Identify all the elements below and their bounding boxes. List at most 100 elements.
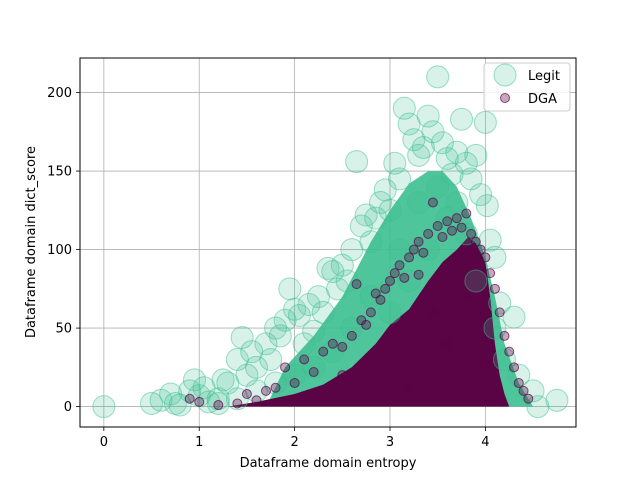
legit-point <box>475 194 499 218</box>
legit-point <box>326 277 350 301</box>
dga-point <box>375 294 386 305</box>
dga-point <box>456 222 467 233</box>
legit-point <box>545 388 569 412</box>
dga-point <box>194 396 205 407</box>
y-tick-label: 0 <box>64 400 72 415</box>
dga-point <box>442 338 453 349</box>
legit-point <box>483 245 507 269</box>
y-axis-label: Dataframe domain dict_score <box>24 146 39 338</box>
dga-point <box>361 319 372 330</box>
dga-point <box>318 346 329 357</box>
dga-point <box>241 389 252 400</box>
dga-point <box>399 272 410 283</box>
dga-point <box>299 354 310 365</box>
legit-point <box>140 391 164 415</box>
y-tick-label: 50 <box>55 322 72 337</box>
dga-point <box>442 216 453 227</box>
dga-point <box>509 362 519 373</box>
dga-point <box>327 338 338 349</box>
dga-point <box>280 362 291 373</box>
legit-point <box>469 183 493 207</box>
dga-point <box>423 228 434 239</box>
legit-point <box>416 104 440 128</box>
legit-point <box>230 325 254 349</box>
legit-point <box>521 379 545 403</box>
legend-label-legit: Legit <box>528 69 560 84</box>
dga-point <box>232 398 243 409</box>
x-tick-label: 4 <box>481 435 489 450</box>
density-regions <box>227 171 534 407</box>
dga-point <box>337 370 348 381</box>
dga-point <box>427 197 438 208</box>
dga-point <box>485 268 496 279</box>
legend-label-dga: DGA <box>528 92 557 107</box>
x-tick-label: 0 <box>100 435 108 450</box>
dga-point <box>365 307 376 318</box>
dga-point <box>289 378 300 389</box>
dga-point <box>494 307 505 318</box>
legit-point <box>297 293 321 317</box>
legit-point <box>407 190 431 214</box>
legit-point <box>92 395 116 419</box>
legit-point <box>383 151 407 175</box>
dga-point <box>404 252 415 263</box>
dga-point <box>270 382 281 393</box>
dga-point <box>489 283 500 294</box>
x-axis-label: Dataframe domain entropy <box>240 456 417 471</box>
legit-point <box>454 151 478 175</box>
dga-point <box>461 208 472 219</box>
legit-point <box>283 297 307 321</box>
legit-point <box>302 319 326 343</box>
x-tick-label: 1 <box>195 435 203 450</box>
legit-point <box>392 96 416 120</box>
dga-point <box>475 244 486 255</box>
legit-point <box>473 110 497 134</box>
x-tick-label: 2 <box>290 435 298 450</box>
legit-point <box>502 305 526 329</box>
legit-point <box>259 347 283 371</box>
legit-point <box>464 143 488 167</box>
dga-point <box>351 279 362 290</box>
dga-point <box>461 291 472 302</box>
legit-point <box>206 391 230 415</box>
legit-point <box>450 107 474 131</box>
legit-point <box>507 363 531 387</box>
plot-frame <box>79 57 577 428</box>
legit-point <box>278 277 302 301</box>
legit-point <box>368 190 392 214</box>
x-tick-label: 3 <box>386 435 394 450</box>
legit-point <box>388 167 412 191</box>
legit-point <box>244 355 268 379</box>
dga-point <box>418 247 429 258</box>
dga-point <box>447 225 457 236</box>
dga-point <box>413 269 424 280</box>
dga-point <box>385 275 395 286</box>
dga-point <box>523 393 534 404</box>
dga-point <box>346 330 357 341</box>
dga-dense-region <box>227 237 510 407</box>
legend-marker-dga <box>500 93 510 103</box>
data-points <box>92 65 569 419</box>
dga-point <box>499 330 510 341</box>
legit-point <box>430 131 454 155</box>
dga-point <box>389 268 400 279</box>
legit-point <box>426 175 450 199</box>
legend-marker-legit <box>493 63 517 87</box>
legend: Legit DGA <box>483 62 571 112</box>
dga-point <box>394 260 405 271</box>
dga-point <box>337 341 348 352</box>
dga-point <box>504 346 515 357</box>
dga-point <box>404 382 415 393</box>
legit-point <box>359 230 383 254</box>
dga-point <box>413 236 424 247</box>
legit-point <box>378 198 402 222</box>
legit-point <box>426 65 450 89</box>
dga-point <box>380 283 391 294</box>
dga-point <box>466 228 477 239</box>
dga-point <box>437 232 448 243</box>
dga-point <box>518 385 529 396</box>
dga-point <box>451 213 462 224</box>
legit-point <box>268 324 292 348</box>
dga-point <box>480 252 491 263</box>
dga-point <box>213 400 224 411</box>
